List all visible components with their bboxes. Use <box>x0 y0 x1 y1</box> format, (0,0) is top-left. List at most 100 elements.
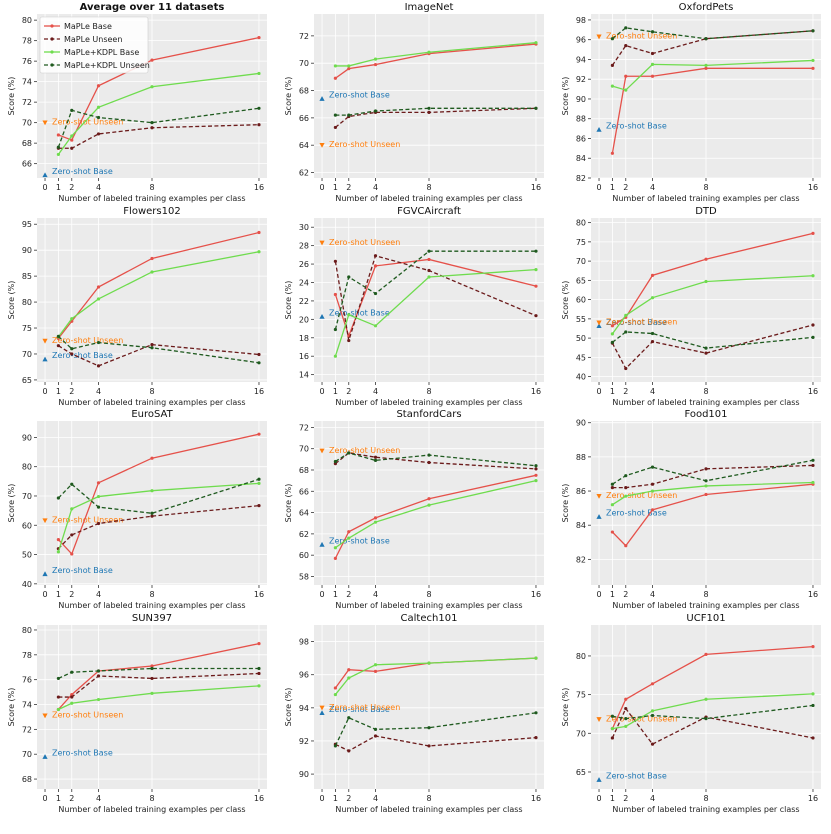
data-point-maple-base <box>650 74 655 78</box>
y-tick-label: 64 <box>299 509 309 518</box>
zero-shot-unseen-marker <box>319 448 325 454</box>
data-point-maple-base <box>427 497 431 501</box>
data-point-maple-kdpl-base <box>624 313 628 317</box>
zero-shot-unseen-label: Zero-shot Unseen <box>606 491 677 500</box>
y-tick-label: 95 <box>22 220 32 229</box>
data-point-maple-kdpl-unseen <box>427 249 431 253</box>
x-tick-label: 4 <box>96 183 101 192</box>
data-point-maple-base <box>610 530 614 534</box>
zero-shot-base-label: Zero-shot Base <box>606 318 667 327</box>
data-point-maple-base <box>257 230 261 235</box>
y-tick-label: 96 <box>576 36 586 45</box>
data-point-maple-unseen <box>56 344 60 348</box>
y-tick-label: 70 <box>22 750 32 759</box>
y-tick-label: 68 <box>22 139 32 148</box>
data-point-maple-unseen <box>534 314 538 318</box>
data-point-maple-kdpl-unseen <box>624 474 628 478</box>
chart-title: Average over 11 datasets <box>80 2 225 13</box>
x-tick-label: 2 <box>623 794 628 803</box>
zero-shot-base-label: Zero-shot Base <box>606 122 667 131</box>
data-point-maple-kdpl-unseen <box>56 334 60 338</box>
x-axis-label: Number of labeled training examples per … <box>58 601 245 610</box>
chart-title: StanfordCars <box>396 409 461 420</box>
data-point-maple-unseen <box>373 734 378 738</box>
data-point-maple-kdpl-base <box>610 84 614 88</box>
y-tick-label: 24 <box>299 278 309 287</box>
data-point-maple-base <box>333 556 337 560</box>
data-point-maple-kdpl-base <box>257 481 261 485</box>
x-tick-label: 1 <box>56 794 61 803</box>
data-point-maple-unseen <box>150 676 154 681</box>
y-tick-label: 80 <box>22 626 32 635</box>
data-point-maple-unseen <box>811 323 815 327</box>
y-tick-label: 45 <box>576 353 586 362</box>
x-tick-label: 4 <box>373 387 378 396</box>
data-point-maple-kdpl-base <box>610 332 614 336</box>
data-point-maple-kdpl-unseen <box>610 482 614 486</box>
y-tick-label: 70 <box>22 350 32 359</box>
x-tick-label: 16 <box>531 183 541 192</box>
panel-sun397: 0 1 2 4 8 16 68 70 72 74 76 78 80 Number of labeled t… <box>7 613 267 814</box>
y-tick-label: 88 <box>576 453 586 462</box>
x-tick-label: 4 <box>650 794 655 803</box>
x-tick-label: 2 <box>623 387 628 396</box>
data-point-maple-unseen <box>333 125 337 130</box>
y-tick-label: 40 <box>576 373 586 382</box>
data-point-maple-kdpl-base <box>373 520 378 524</box>
y-tick-label: 76 <box>22 57 32 66</box>
y-tick-label: 50 <box>576 334 586 343</box>
zero-shot-unseen-label: Zero-shot Unseen <box>329 703 400 712</box>
x-axis-label: Number of labeled training examples per … <box>58 805 245 814</box>
x-tick-label: 2 <box>69 794 74 803</box>
panel-stanfordcars: 0 1 2 4 8 16 58 60 62 64 66 68 70 72 Number of labeled… <box>284 409 544 610</box>
zero-shot-unseen-label: Zero-shot Unseen <box>52 336 123 345</box>
legend-swatch-dot <box>50 63 54 67</box>
y-tick-label: 90 <box>22 246 32 255</box>
x-axis-label: Number of labeled training examples per … <box>612 805 799 814</box>
y-tick-label: 92 <box>299 737 309 746</box>
data-point-maple-unseen <box>624 44 628 48</box>
data-point-maple-kdpl-base <box>257 684 261 688</box>
data-point-maple-kdpl-unseen <box>257 477 261 481</box>
data-point-maple-base <box>70 692 74 697</box>
zero-shot-unseen-label: Zero-shot Unseen <box>329 140 400 149</box>
panel-eurosat: 0 1 2 4 8 16 40 50 60 70 80 90 Number of labeled tra… <box>7 409 267 610</box>
y-tick-label: 70 <box>22 119 32 128</box>
chart-title: Food101 <box>684 409 727 420</box>
data-point-maple-kdpl-unseen <box>624 26 628 30</box>
data-point-maple-unseen <box>96 674 101 678</box>
zero-shot-unseen-marker <box>596 717 602 722</box>
y-tick-label: 65 <box>576 768 586 777</box>
data-point-maple-base <box>150 58 154 62</box>
data-point-maple-kdpl-unseen <box>811 335 815 339</box>
data-point-maple-base <box>610 151 614 155</box>
data-point-maple-kdpl-base <box>70 507 74 511</box>
data-point-maple-unseen <box>347 338 351 343</box>
panel-flowers102: 0 1 2 4 8 16 65 70 75 80 85 90 95 Number of labeled t… <box>7 206 267 407</box>
data-point-maple-kdpl-base <box>610 503 614 507</box>
data-point-maple-kdpl-unseen <box>373 291 378 296</box>
data-point-maple-kdpl-unseen <box>704 37 708 41</box>
data-point-maple-kdpl-base <box>624 88 628 92</box>
data-point-maple-base <box>534 473 538 477</box>
y-tick-label: 66 <box>22 160 32 169</box>
x-tick-label: 1 <box>56 183 61 192</box>
zero-shot-unseen-marker <box>596 34 602 40</box>
data-point-maple-unseen <box>56 695 60 699</box>
y-axis-label: Score (%) <box>284 281 293 320</box>
zero-shot-unseen-label: Zero-shot Unseen <box>606 714 677 723</box>
data-point-maple-unseen <box>610 486 614 490</box>
data-point-maple-kdpl-unseen <box>257 666 261 671</box>
y-tick-label: 14 <box>299 371 309 380</box>
data-point-maple-base <box>624 74 628 78</box>
data-point-maple-unseen <box>150 343 154 347</box>
y-tick-label: 65 <box>576 276 586 285</box>
data-point-maple-unseen <box>624 366 628 371</box>
data-point-maple-unseen <box>704 467 708 471</box>
x-tick-label: 8 <box>426 183 431 192</box>
data-point-maple-kdpl-base <box>333 546 337 550</box>
data-point-maple-kdpl-base <box>534 656 538 660</box>
y-axis-label: Score (%) <box>561 688 570 727</box>
legend-label-maple-kdpl-unseen: MaPLe+KDPL Unseen <box>64 61 150 70</box>
zero-shot-unseen-marker <box>42 713 48 719</box>
